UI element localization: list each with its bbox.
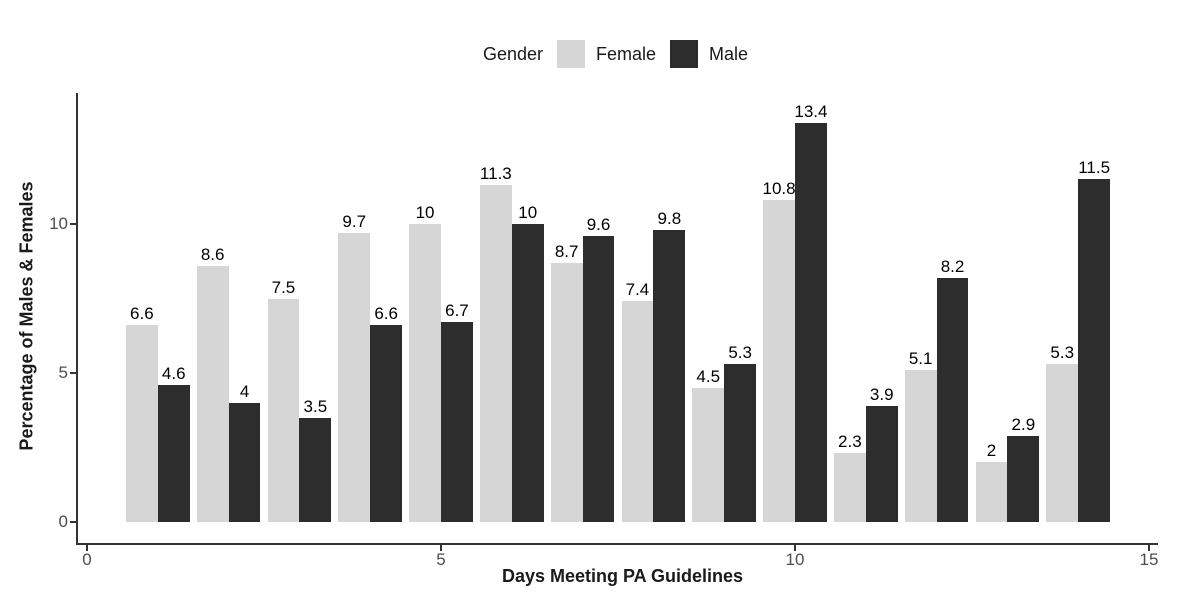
bar-female-day-5	[409, 224, 441, 522]
legend-entries: Female Male	[557, 40, 762, 68]
bar-female-day-12	[904, 370, 937, 522]
bar-value-label: 5.1	[908, 349, 933, 369]
bar-male-day-7	[582, 235, 615, 522]
bar-male-day-3	[299, 417, 332, 522]
bar-female-day-13	[975, 462, 1008, 522]
bar-value-label: 6.6	[130, 304, 154, 324]
y-axis-line	[76, 93, 78, 545]
bar-value-label: 7.5	[271, 277, 296, 297]
bar-female-day-8	[621, 301, 654, 522]
bar-value-label: 8.7	[554, 241, 579, 261]
y-tick-label: 5	[58, 363, 68, 382]
bar-value-label: 4	[239, 381, 250, 401]
bar-value-label: 11.5	[1078, 158, 1111, 178]
x-tick-label: 0	[82, 550, 92, 569]
bar-female-day-6	[479, 185, 512, 522]
legend-entry-male: Male	[670, 40, 748, 68]
bar-value-label: 7.4	[625, 280, 650, 300]
bar-female-day-1	[125, 325, 158, 522]
legend-entry-female: Female	[557, 40, 656, 68]
y-tick-label: 10	[49, 214, 68, 233]
bar-value-label: 9.7	[342, 211, 367, 231]
bar-value-label: 11.3	[479, 164, 512, 184]
bar-male-day-2	[228, 402, 261, 522]
x-tick-label: 15	[1139, 550, 1159, 569]
bar-male-day-10	[795, 122, 827, 522]
bar-value-label: 2	[986, 441, 997, 461]
bar-female-day-14	[1046, 364, 1079, 522]
legend-label: Male	[709, 43, 749, 64]
bar-value-label: 10	[518, 203, 538, 222]
bar-value-label: 6.7	[445, 301, 469, 321]
bar-value-label: 5.3	[728, 343, 752, 363]
bar-male-day-12	[936, 277, 969, 522]
bar-male-day-8	[653, 229, 686, 522]
x-tick-mark	[86, 545, 88, 551]
bar-male-day-1	[157, 384, 190, 522]
bar-value-label: 8.2	[940, 256, 965, 276]
bar-value-label: 10.8	[762, 179, 796, 199]
x-tick-label: 10	[785, 550, 805, 569]
bar-female-day-9	[692, 387, 725, 522]
legend: Gender Female Male	[87, 40, 1158, 68]
bar-male-day-5	[441, 322, 473, 522]
bar-female-day-3	[267, 298, 300, 522]
bar-value-label: 9.8	[657, 208, 682, 228]
bar-female-day-4	[338, 232, 371, 522]
bar-value-label: 8.6	[200, 244, 225, 264]
bar-value-label: 4.6	[161, 363, 186, 383]
bar-value-label: 10	[415, 203, 435, 222]
legend-swatch-female	[557, 40, 585, 68]
legend-title: Gender	[482, 43, 543, 64]
bar-value-label: 3.5	[303, 396, 328, 416]
bar-value-label: 5.3	[1050, 343, 1075, 363]
x-tick-mark	[440, 545, 442, 551]
bar-male-day-11	[865, 405, 898, 522]
x-tick-mark	[1148, 545, 1150, 551]
y-tick-mark	[70, 372, 76, 374]
bar-value-label: 2.9	[1011, 414, 1036, 434]
legend-label: Female	[596, 43, 657, 64]
y-tick-mark	[70, 521, 76, 523]
bar-female-day-2	[196, 265, 229, 522]
y-tick-mark	[70, 223, 76, 225]
y-tick-label: 0	[58, 512, 68, 531]
x-axis-line	[76, 543, 1158, 545]
bar-male-day-4	[370, 325, 403, 522]
bar-male-day-9	[724, 364, 757, 522]
bar-value-label: 6.6	[374, 304, 398, 324]
bar-value-label: 13.4	[794, 101, 828, 121]
bar-male-day-14	[1078, 179, 1111, 522]
bar-female-day-10	[763, 200, 795, 522]
bar-male-day-6	[511, 224, 544, 522]
bar-value-label: 4.5	[696, 366, 721, 386]
bar-value-label: 9.6	[586, 214, 611, 234]
bar-male-day-13	[1007, 435, 1040, 522]
bar-value-label: 3.9	[869, 384, 894, 404]
bar-female-day-11	[833, 453, 866, 522]
x-tick-label: 5	[436, 550, 446, 569]
x-tick-mark	[794, 545, 796, 551]
bar-female-day-7	[550, 262, 583, 522]
bar-value-label: 2.3	[838, 432, 862, 452]
legend-swatch-male	[670, 40, 699, 68]
x-axis-title: Days Meeting PA Guidelines	[501, 566, 744, 586]
